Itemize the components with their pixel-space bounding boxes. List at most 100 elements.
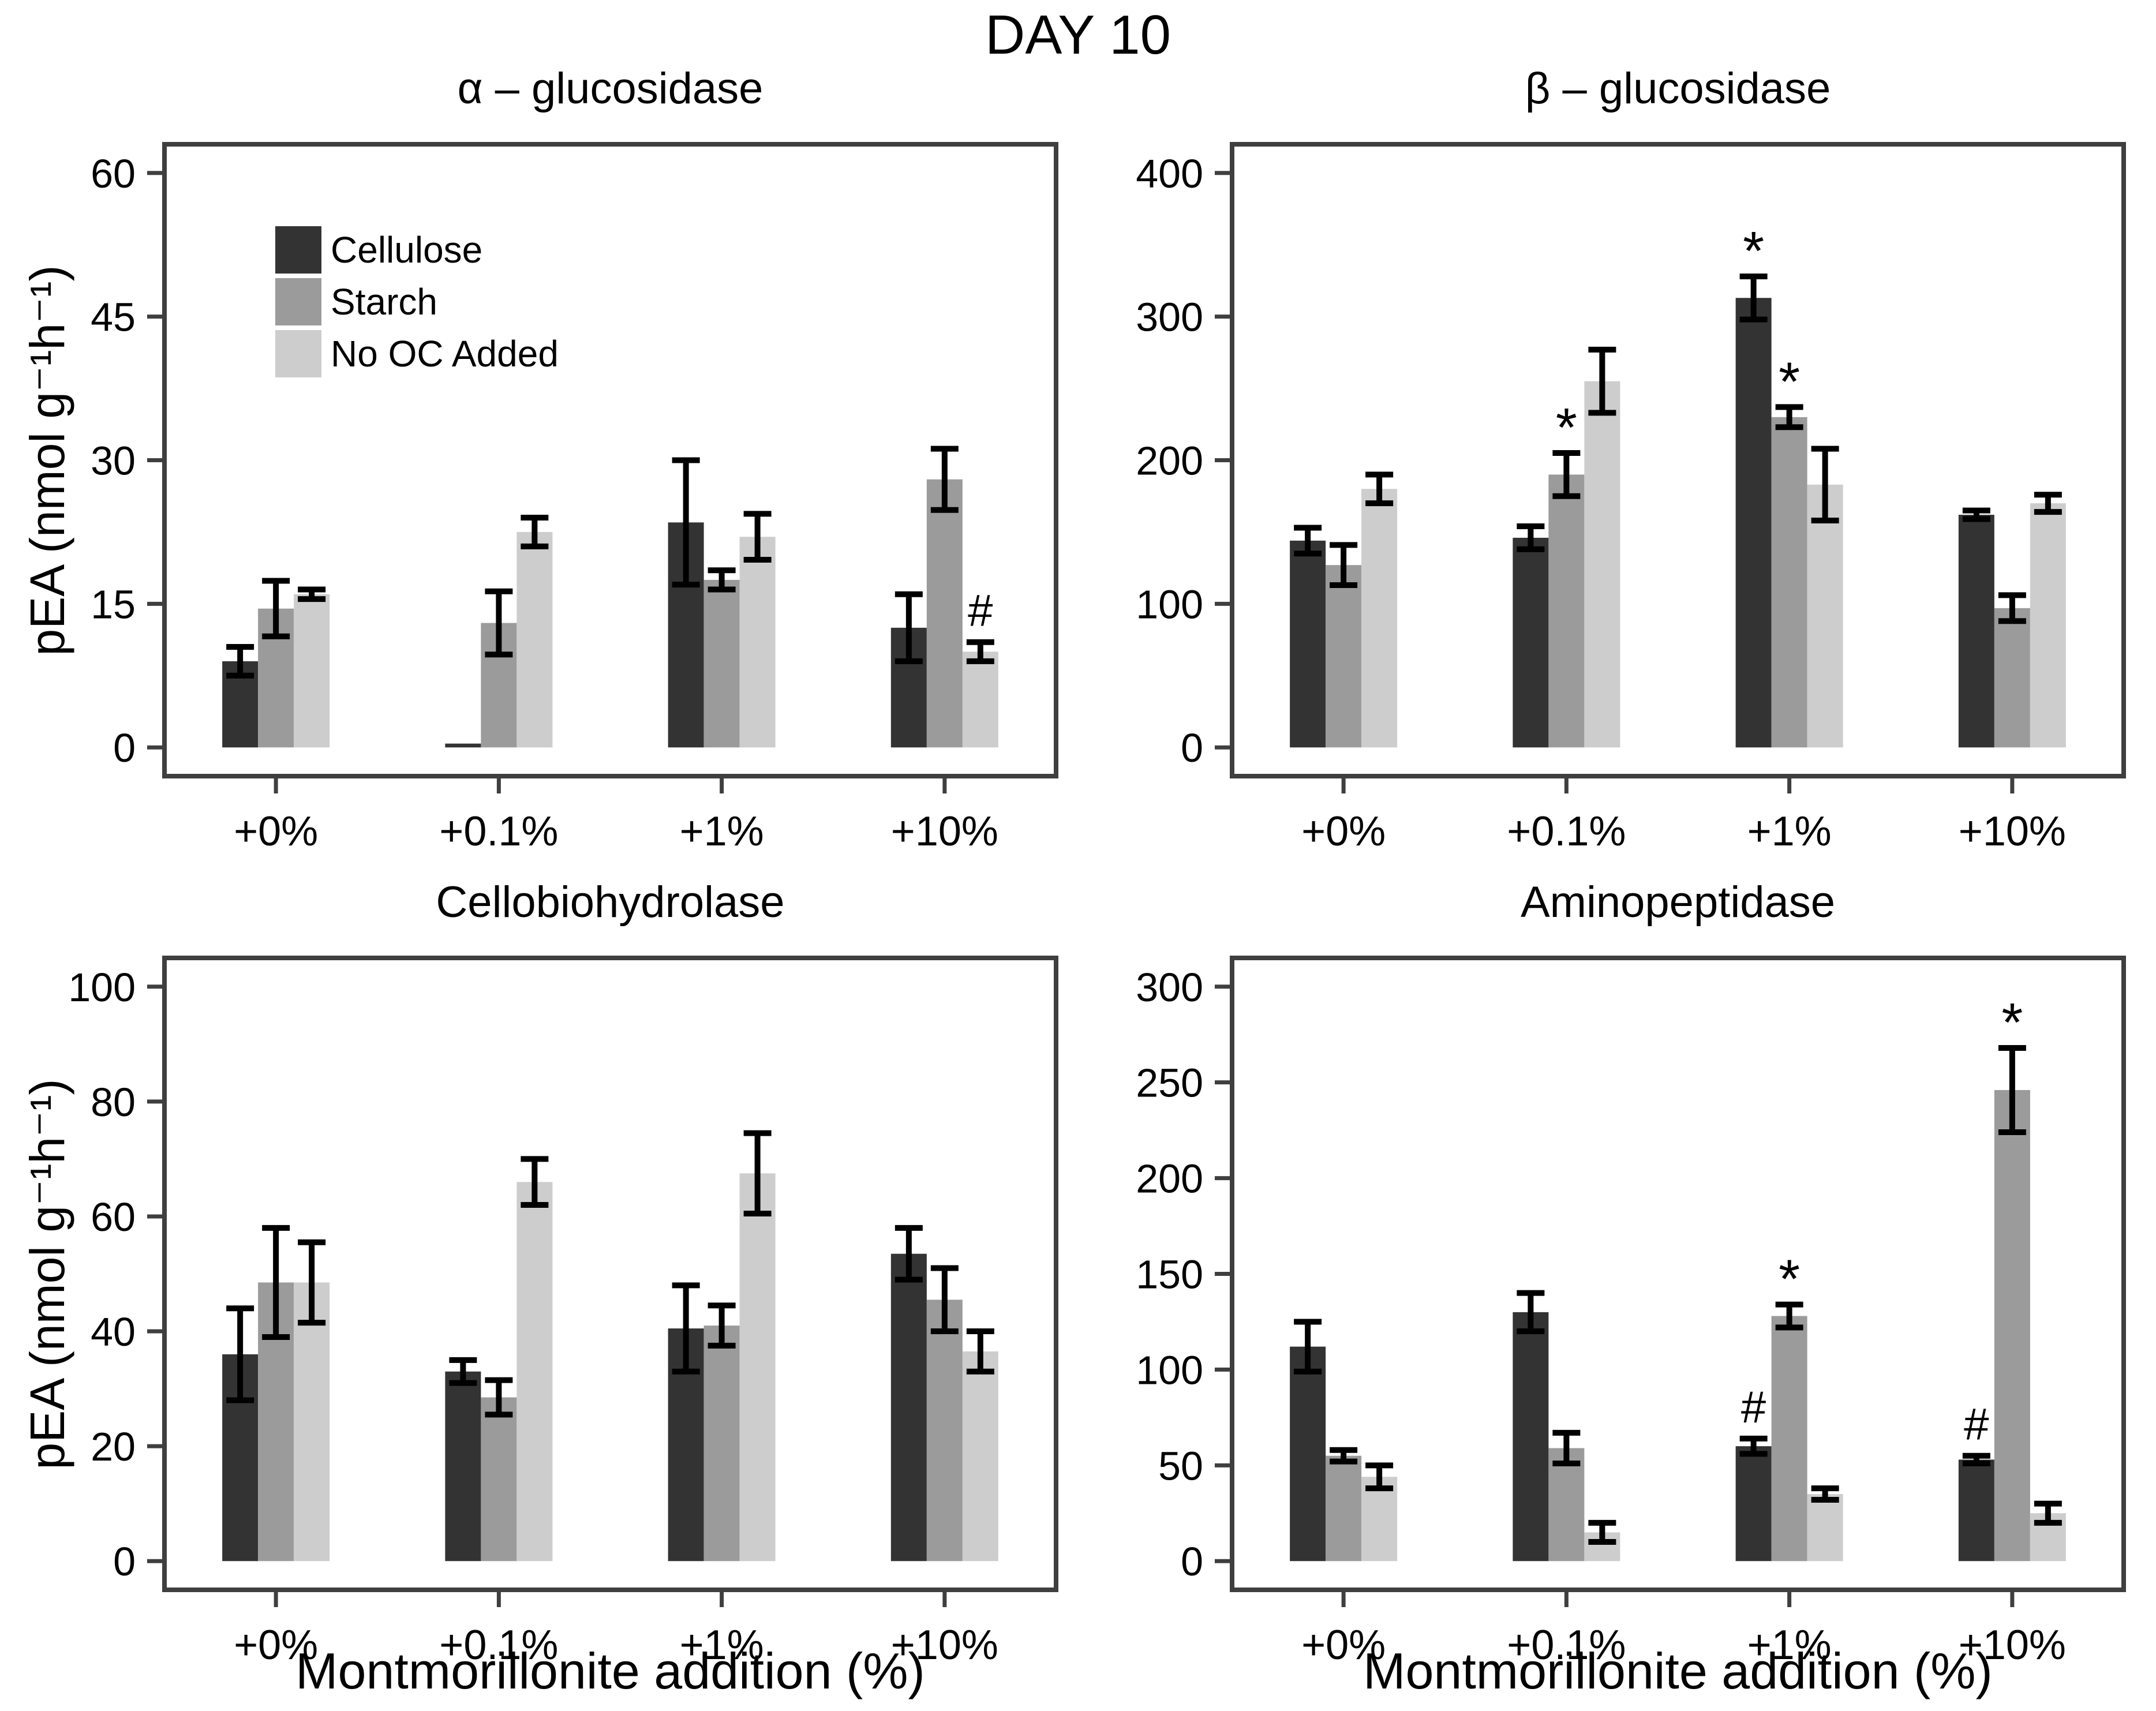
legend-swatch-cellulose — [275, 226, 321, 274]
bar-cellulose — [1958, 1459, 1994, 1562]
significance-marker: * — [2001, 992, 2023, 1053]
bar-starch — [1771, 1316, 1807, 1562]
chart-panel-cellobiohydrolase: 0 20 40 60 80 100 +0% +0.1% +1% +10% — [68, 956, 1058, 1668]
y-tick-label: 0 — [113, 1539, 136, 1584]
y-tick-label: 250 — [1136, 1061, 1203, 1106]
bar-no-oc-added — [294, 594, 330, 748]
bar-no-oc-added — [516, 1182, 553, 1562]
bar-no-oc-added — [739, 1173, 776, 1562]
x-axis-title-left: Montmorillonite addition (%) — [295, 1642, 925, 1699]
bar-cellulose — [1735, 298, 1772, 748]
bar-starch — [1548, 1448, 1585, 1562]
x-tick-label: +0% — [234, 1622, 318, 1668]
y-tick-label: 100 — [1136, 582, 1203, 627]
y-tick-label: 40 — [91, 1309, 136, 1354]
bar-cellulose — [1290, 540, 1326, 748]
x-tick-label: +0% — [1301, 808, 1386, 855]
bar-starch — [703, 579, 740, 748]
bar-starch — [703, 1326, 740, 1562]
plot-border — [1230, 956, 2126, 1592]
y-tick-label: 45 — [91, 295, 136, 340]
x-tick-label: +1% — [1747, 808, 1832, 855]
y-tick-label: 200 — [1136, 439, 1203, 484]
bar-no-oc-added — [1807, 1494, 1843, 1562]
bar-cellulose — [1735, 1446, 1772, 1562]
y-tick-label: 200 — [1136, 1156, 1203, 1201]
y-tick-label: 100 — [1136, 1347, 1203, 1392]
bar-starch — [926, 479, 963, 748]
y-tick-label: 0 — [113, 725, 136, 770]
figure-title: DAY 10 — [985, 4, 1171, 66]
chart-panel-beta-glucosidase: 0 100 200 300 400 +0% +0.1% +1% +10% * * * — [1136, 142, 2126, 855]
legend-label-starch: Starch — [331, 281, 437, 323]
significance-marker: * — [1779, 1249, 1800, 1310]
y-tick-label: 15 — [91, 582, 136, 627]
bar-no-oc-added — [2030, 503, 2066, 748]
bar-no-oc-added — [1584, 381, 1620, 748]
x-tick-label: +10% — [1959, 1622, 2066, 1668]
bar-starch — [926, 1300, 963, 1562]
x-tick-label: +0.1% — [1507, 808, 1626, 855]
significance-marker: * — [1556, 397, 1577, 458]
bar-cellulose — [1513, 1312, 1549, 1562]
x-axis-title-right: Montmorillonite addition (%) — [1363, 1642, 1993, 1699]
plot-border — [1230, 142, 2126, 778]
bar-starch — [1326, 565, 1362, 748]
x-tick-label: +0% — [234, 808, 318, 855]
bar-no-oc-added — [516, 531, 553, 748]
bar-cellulose — [1290, 1346, 1326, 1562]
significance-marker: * — [1779, 351, 1800, 412]
panel-title-aminopeptidase: Aminopeptidase — [1520, 878, 1836, 927]
bar-no-oc-added — [1807, 484, 1843, 748]
legend-label-no-oc-added: No OC Added — [331, 333, 559, 375]
x-tick-label: +10% — [1959, 808, 2066, 855]
significance-marker: # — [1964, 1399, 1989, 1450]
y-tick-label: 50 — [1158, 1443, 1203, 1488]
panel-title-alpha-glucosidase: α – glucosidase — [457, 64, 763, 113]
panel-title-beta-glucosidase: β – glucosidase — [1525, 64, 1831, 113]
y-tick-label: 150 — [1136, 1252, 1203, 1297]
y-tick-label: 20 — [91, 1424, 136, 1469]
bar-starch — [1994, 1090, 2030, 1562]
bar-no-oc-added — [962, 1351, 998, 1562]
y-tick-label: 300 — [1136, 295, 1203, 340]
bar-starch — [1548, 474, 1585, 748]
bar-no-oc-added — [739, 537, 776, 748]
bar-cellulose — [445, 1371, 481, 1562]
x-tick-label: +0.1% — [439, 1622, 558, 1668]
plot-border — [162, 956, 1058, 1592]
bar-no-oc-added — [294, 1282, 330, 1562]
legend-swatch-no-oc-added — [275, 330, 321, 377]
plot-border — [162, 142, 1058, 778]
bar-cellulose — [890, 1253, 927, 1562]
bar-no-oc-added — [962, 652, 998, 748]
panel-title-cellobiohydrolase: Cellobiohydrolase — [436, 878, 785, 927]
y-tick-label: 80 — [91, 1080, 136, 1125]
bar-no-oc-added — [1361, 489, 1398, 748]
legend: Cellulose Starch No OC Added — [275, 226, 559, 377]
x-tick-label: +1% — [1747, 1622, 1832, 1668]
bar-starch — [1326, 1455, 1362, 1562]
x-tick-label: +10% — [891, 1622, 998, 1668]
y-tick-label: 0 — [1181, 1539, 1203, 1584]
legend-label-cellulose: Cellulose — [331, 229, 483, 271]
legend-item-no-oc-added: No OC Added — [275, 330, 559, 377]
x-tick-label: +1% — [680, 808, 764, 855]
x-tick-label: +0.1% — [1507, 1622, 1626, 1668]
y-tick-label: 100 — [68, 965, 136, 1010]
legend-swatch-starch — [275, 278, 321, 325]
y-tick-label: 60 — [91, 151, 136, 196]
bar-starch — [1771, 417, 1807, 748]
y-tick-label: 400 — [1136, 151, 1203, 196]
bar-cellulose — [1958, 515, 1994, 748]
bar-starch — [481, 1397, 517, 1562]
x-tick-label: +10% — [891, 808, 998, 855]
x-tick-label: +1% — [680, 1622, 764, 1668]
legend-item-cellulose: Cellulose — [275, 226, 559, 274]
significance-marker: # — [968, 585, 993, 636]
x-tick-label: +0.1% — [439, 808, 558, 855]
bar-starch — [1994, 608, 2030, 748]
legend-item-starch: Starch — [275, 278, 559, 325]
bar-cellulose — [445, 743, 481, 748]
